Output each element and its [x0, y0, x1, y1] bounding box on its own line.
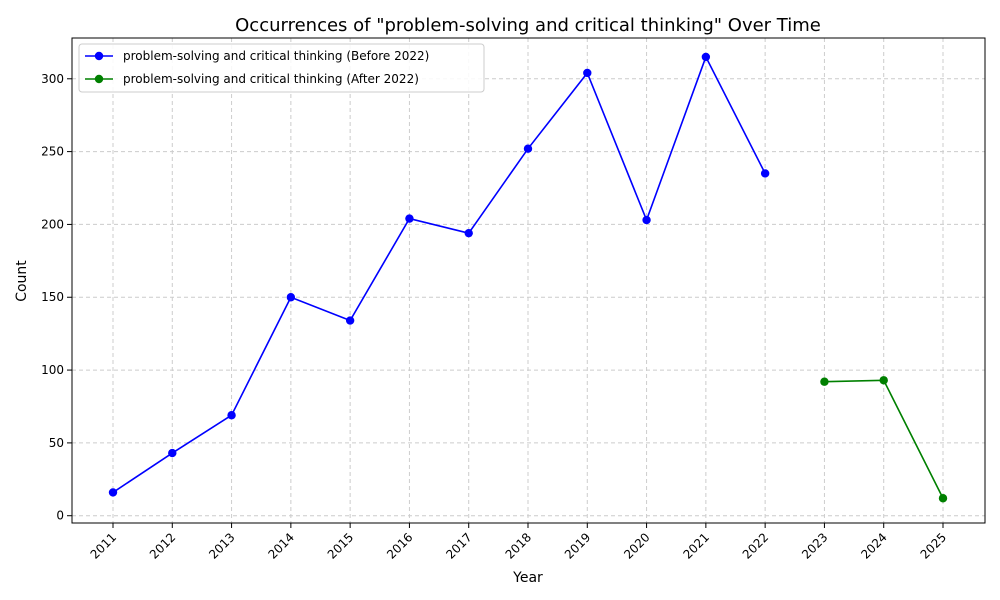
x-tick-label: 2023	[799, 530, 830, 561]
data-point	[523, 144, 533, 153]
x-tick-label: 2024	[858, 530, 889, 561]
data-point	[345, 316, 355, 325]
x-tick-label: 2021	[680, 530, 711, 561]
data-point	[642, 215, 651, 225]
data-point	[938, 494, 948, 503]
data-point	[168, 448, 177, 458]
x-tick-label: 2018	[503, 530, 534, 561]
grid-layer	[72, 38, 985, 523]
legend-item: problem-solving and critical thinking (A…	[85, 72, 419, 86]
y-tick-label: 250	[41, 145, 64, 159]
legend: problem-solving and critical thinking (B…	[78, 43, 485, 93]
x-tick-label: 2019	[562, 530, 593, 561]
y-tick-label: 300	[41, 72, 64, 86]
series-1	[108, 52, 770, 497]
data-point	[227, 411, 236, 420]
x-tick-label: 2014	[265, 530, 296, 561]
series-line	[112, 54, 766, 494]
data-point	[405, 214, 414, 223]
data-point	[286, 293, 296, 302]
y-tick-label: 50	[49, 436, 64, 450]
data-point	[701, 52, 711, 62]
x-tick-label: 2016	[384, 530, 415, 561]
legend-label: problem-solving and critical thinking (B…	[123, 49, 429, 63]
series-2	[820, 376, 948, 503]
data-point	[464, 228, 473, 238]
legend-box	[78, 43, 485, 93]
y-tick-label: 100	[41, 363, 64, 377]
y-tick-label: 200	[41, 217, 64, 231]
x-tick-label: 2025	[918, 530, 949, 561]
x-tick-label: 2012	[147, 530, 178, 561]
x-tick-label: 2020	[621, 530, 652, 561]
data-point	[583, 68, 592, 78]
y-tick-label: 0	[56, 509, 64, 523]
axes-layer: 2011 2012 2013 2014 2015 2016 2017 2018 2019 2020…	[41, 72, 949, 562]
series-layer	[108, 52, 948, 503]
y-tick-label: 150	[41, 290, 64, 304]
data-point	[760, 169, 770, 178]
x-tick-label: 2013	[206, 530, 237, 561]
legend-label: problem-solving and critical thinking (A…	[123, 72, 419, 86]
x-tick-label: 2015	[325, 530, 356, 561]
x-tick-label: 2022	[740, 530, 771, 561]
legend-swatch-marker	[94, 74, 104, 84]
legend-swatch-marker	[94, 51, 104, 61]
data-point	[879, 376, 888, 385]
legend-item: problem-solving and critical thinking (B…	[85, 49, 429, 63]
x-tick-label: 2011	[88, 530, 119, 561]
x-axis-label: Year	[512, 570, 543, 586]
data-point	[820, 377, 829, 386]
data-point	[108, 488, 118, 497]
plot-frame	[71, 37, 986, 524]
chart-title: Occurrences of "problem-solving and crit…	[235, 15, 821, 36]
y-axis-label: Count	[14, 260, 30, 302]
x-tick-label: 2017	[443, 530, 474, 561]
